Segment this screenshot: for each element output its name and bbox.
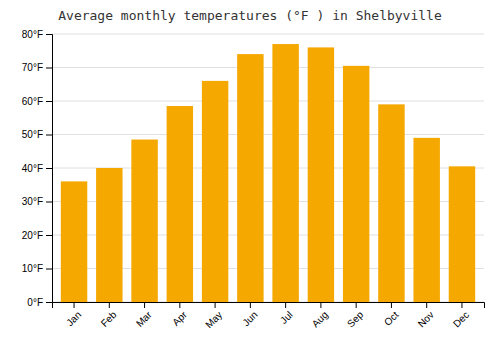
- tick-label: 0°F: [27, 297, 43, 308]
- tick: 50°F: [22, 129, 52, 140]
- tick-mark: [46, 269, 52, 270]
- tick: Sep: [345, 302, 366, 329]
- grid-line: [52, 101, 484, 102]
- y-axis: 0°F 10°F 20°F 30°F 40°F 50°F 60°F 70°F 80°F: [22, 29, 53, 308]
- chart: Average monthly temperatures (°F ) in Sh…: [0, 0, 500, 350]
- tick-label: Nov: [416, 309, 436, 329]
- tick-mark: [46, 135, 52, 136]
- tick: 80°F: [22, 29, 52, 40]
- tick-label: Sep: [345, 309, 366, 330]
- tick-label: Dec: [451, 309, 471, 329]
- tick: Oct: [382, 302, 401, 328]
- tick: 20°F: [22, 230, 52, 241]
- tick-mark: [285, 302, 286, 308]
- tick-label: 30°F: [22, 196, 43, 207]
- tick-mark: [74, 302, 75, 308]
- tick-label: 50°F: [22, 129, 43, 140]
- plot: 0°F 10°F 20°F 30°F 40°F 50°F 60°F 70°F 80°F Jan Fe…: [22, 29, 485, 331]
- tick-label: 40°F: [22, 163, 43, 174]
- tick-mark: [250, 302, 251, 308]
- tick: Aug: [310, 302, 330, 329]
- tick-label: Jan: [64, 309, 83, 328]
- tick-mark: [46, 101, 52, 102]
- x-axis: Jan Feb Mar Apr May Jun Jul Aug Sep Oct Nov Dec: [53, 302, 485, 330]
- grid: [52, 34, 484, 302]
- tick: Jun: [240, 302, 259, 328]
- tick-label: 70°F: [22, 62, 43, 73]
- tick: Feb: [99, 302, 119, 329]
- bar: [378, 104, 404, 302]
- tick-mark: [46, 68, 52, 69]
- tick: Jan: [64, 302, 83, 328]
- tick-mark: [461, 302, 462, 308]
- tick-mark: [46, 202, 52, 203]
- tick: May: [203, 302, 224, 330]
- bar: [343, 66, 369, 302]
- tick: Mar: [134, 302, 154, 329]
- tick-label: 10°F: [22, 263, 43, 274]
- bar: [96, 168, 122, 302]
- tick-mark: [179, 302, 180, 308]
- grid-line: [52, 34, 484, 35]
- tick: 70°F: [22, 62, 52, 73]
- bar: [167, 106, 193, 302]
- tick-mark: [46, 168, 52, 169]
- tick-label: Aug: [310, 309, 330, 329]
- tick-mark: [426, 302, 427, 308]
- tick-label: 20°F: [22, 230, 43, 241]
- tick: Nov: [416, 302, 436, 329]
- tick-label: Feb: [99, 309, 119, 329]
- bar: [308, 47, 334, 302]
- bar: [61, 181, 87, 302]
- tick-label: Mar: [134, 309, 154, 329]
- tick-label: 80°F: [22, 29, 43, 40]
- tick-mark: [109, 302, 110, 308]
- tick-label: 60°F: [22, 96, 43, 107]
- tick: 30°F: [22, 196, 52, 207]
- tick-mark: [46, 302, 52, 303]
- bars: [61, 44, 475, 302]
- tick-mark: [320, 302, 321, 308]
- tick-mark: [46, 235, 52, 236]
- axis-line: [46, 35, 53, 303]
- tick: 0°F: [27, 297, 52, 308]
- tick: 40°F: [22, 163, 52, 174]
- bar: [449, 166, 475, 302]
- tick-mark: [144, 302, 145, 308]
- title: Average monthly temperatures (°F ) in Sh…: [58, 8, 442, 23]
- tick: Apr: [170, 302, 189, 328]
- tick: 10°F: [22, 263, 52, 274]
- tick-mark: [391, 302, 392, 308]
- tick: Dec: [451, 302, 471, 329]
- tick-mark: [46, 34, 52, 35]
- bar: [413, 138, 439, 302]
- tick: Jul: [278, 302, 295, 326]
- axis-line: [53, 303, 485, 309]
- tick-label: Jun: [240, 309, 259, 328]
- bar: [272, 44, 298, 302]
- tick-mark: [215, 302, 216, 308]
- tick-label: Apr: [170, 309, 189, 328]
- tick-mark: [356, 302, 357, 308]
- grid-line: [52, 67, 484, 68]
- tick-label: May: [203, 309, 224, 330]
- grid-line: [52, 134, 484, 135]
- tick-label: Oct: [382, 309, 401, 328]
- bar: [131, 140, 157, 302]
- tick: 60°F: [22, 96, 52, 107]
- bar: [237, 54, 263, 302]
- bar: [202, 81, 228, 302]
- tick-label: Jul: [278, 309, 295, 326]
